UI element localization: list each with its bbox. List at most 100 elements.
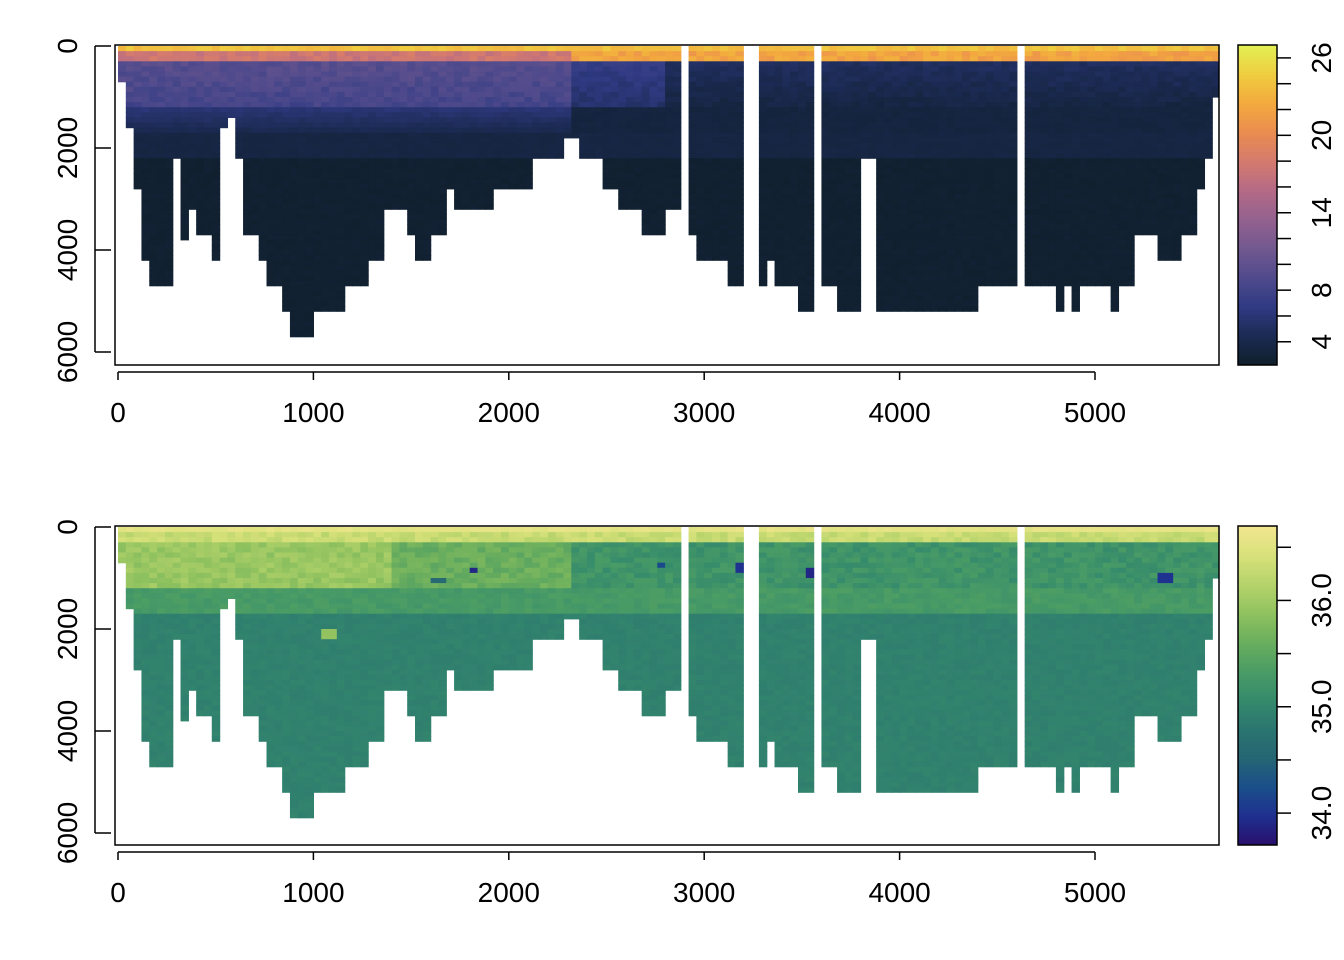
heatmap-cell: [1063, 56, 1073, 62]
heatmap-cell: [188, 158, 197, 164]
heatmap-cell: [672, 107, 682, 113]
heatmap-cell: [1048, 204, 1057, 210]
heatmap-cell: [766, 112, 776, 118]
heatmap-cell: [422, 193, 432, 200]
heatmap-cell: [985, 81, 994, 88]
heatmap-cell: [790, 127, 799, 134]
heatmap-cell: [899, 244, 909, 251]
heatmap-cell: [1095, 270, 1104, 277]
heatmap-cell: [1055, 153, 1065, 159]
heatmap-cell: [1102, 76, 1112, 83]
heatmap-cell: [344, 199, 354, 205]
heatmap-cell: [469, 163, 479, 169]
heatmap-cell: [782, 71, 791, 78]
heatmap-cell: [649, 112, 658, 118]
heatmap-cell: [352, 127, 361, 134]
heatmap-cell: [657, 107, 666, 113]
heatmap-cell: [735, 132, 744, 139]
heatmap-cell: [1110, 137, 1120, 144]
heatmap-cell: [938, 183, 948, 190]
heatmap-cell: [368, 66, 377, 73]
heatmap-cell: [899, 234, 909, 241]
heatmap-cell: [422, 204, 432, 210]
heatmap-cell: [719, 234, 729, 241]
heatmap-cell: [1048, 76, 1057, 83]
heatmap-cell: [844, 290, 854, 297]
heatmap-cell: [899, 51, 909, 57]
heatmap-cell: [915, 81, 924, 88]
heatmap-cell: [243, 51, 252, 57]
heatmap-cell: [1118, 81, 1127, 88]
heatmap-cell: [407, 193, 416, 200]
heatmap-cell: [250, 102, 260, 108]
heatmap-cell: [1118, 244, 1127, 251]
heatmap-cell: [907, 244, 916, 251]
heatmap-cell: [977, 280, 987, 287]
heatmap-cell: [790, 239, 799, 246]
heatmap-cell: [258, 127, 268, 134]
heatmap-cell: [477, 173, 486, 180]
heatmap-cell: [727, 244, 737, 251]
heatmap-cell: [915, 239, 924, 246]
heatmap-cell: [946, 97, 955, 103]
heatmap-cell: [891, 250, 901, 256]
heatmap-cell: [618, 86, 627, 93]
heatmap-cell: [883, 178, 893, 185]
heatmap-cell: [360, 204, 369, 210]
heatmap-cell: [837, 234, 846, 241]
heatmap-cell: [438, 158, 447, 164]
heatmap-cell: [500, 183, 510, 190]
heatmap-cell: [477, 132, 486, 139]
heatmap-cell: [1001, 86, 1010, 93]
heatmap-cell: [329, 102, 338, 108]
heatmap-cell: [313, 132, 322, 139]
heatmap-cell: [758, 127, 768, 134]
heatmap-cell: [407, 127, 416, 134]
heatmap-cell: [219, 102, 229, 108]
heatmap-cell: [133, 183, 143, 190]
heatmap-cell: [602, 127, 612, 134]
heatmap-cell: [188, 51, 197, 57]
heatmap-cell: [407, 148, 416, 154]
heatmap-cell: [883, 137, 893, 144]
heatmap-cell: [430, 219, 440, 226]
heatmap-cell: [493, 148, 502, 154]
heatmap-cell: [266, 199, 275, 205]
heatmap-cell: [1048, 46, 1057, 52]
heatmap-cell: [985, 66, 994, 73]
heatmap-cell: [157, 209, 166, 215]
heatmap-cell: [930, 112, 940, 118]
heatmap-cell: [930, 285, 940, 292]
heatmap-cell: [868, 122, 877, 129]
heatmap-cell: [891, 183, 901, 190]
heatmap-cell: [164, 173, 174, 180]
heatmap-cell: [547, 137, 557, 144]
heatmap-cell: [383, 56, 393, 62]
heatmap-cell: [1032, 255, 1041, 261]
heatmap-cell: [352, 158, 361, 164]
heatmap-cell: [672, 56, 682, 62]
heatmap-cell: [969, 112, 979, 118]
heatmap-cell: [672, 178, 682, 185]
heatmap-cell: [782, 107, 791, 113]
heatmap-cell: [985, 204, 994, 210]
heatmap-cell: [1048, 97, 1057, 103]
heatmap-cell: [766, 46, 776, 52]
heatmap-cell: [305, 275, 314, 282]
heatmap-cell: [712, 81, 721, 88]
heatmap-cell: [1110, 301, 1120, 307]
heatmap-cell: [493, 168, 502, 175]
heatmap-cell: [188, 204, 197, 210]
heatmap-cell: [289, 142, 299, 149]
heatmap-cell: [758, 56, 768, 62]
heatmap-cell: [837, 91, 846, 98]
heatmap-cell: [352, 188, 361, 195]
heatmap-cell: [477, 102, 486, 108]
heatmap-cell: [266, 163, 275, 169]
heatmap-cell: [344, 132, 354, 139]
heatmap-cell: [1032, 214, 1041, 220]
heatmap-cell: [1110, 148, 1120, 154]
heatmap-cell: [977, 270, 987, 277]
heatmap-cell: [735, 183, 744, 190]
heatmap-cell: [180, 224, 189, 231]
